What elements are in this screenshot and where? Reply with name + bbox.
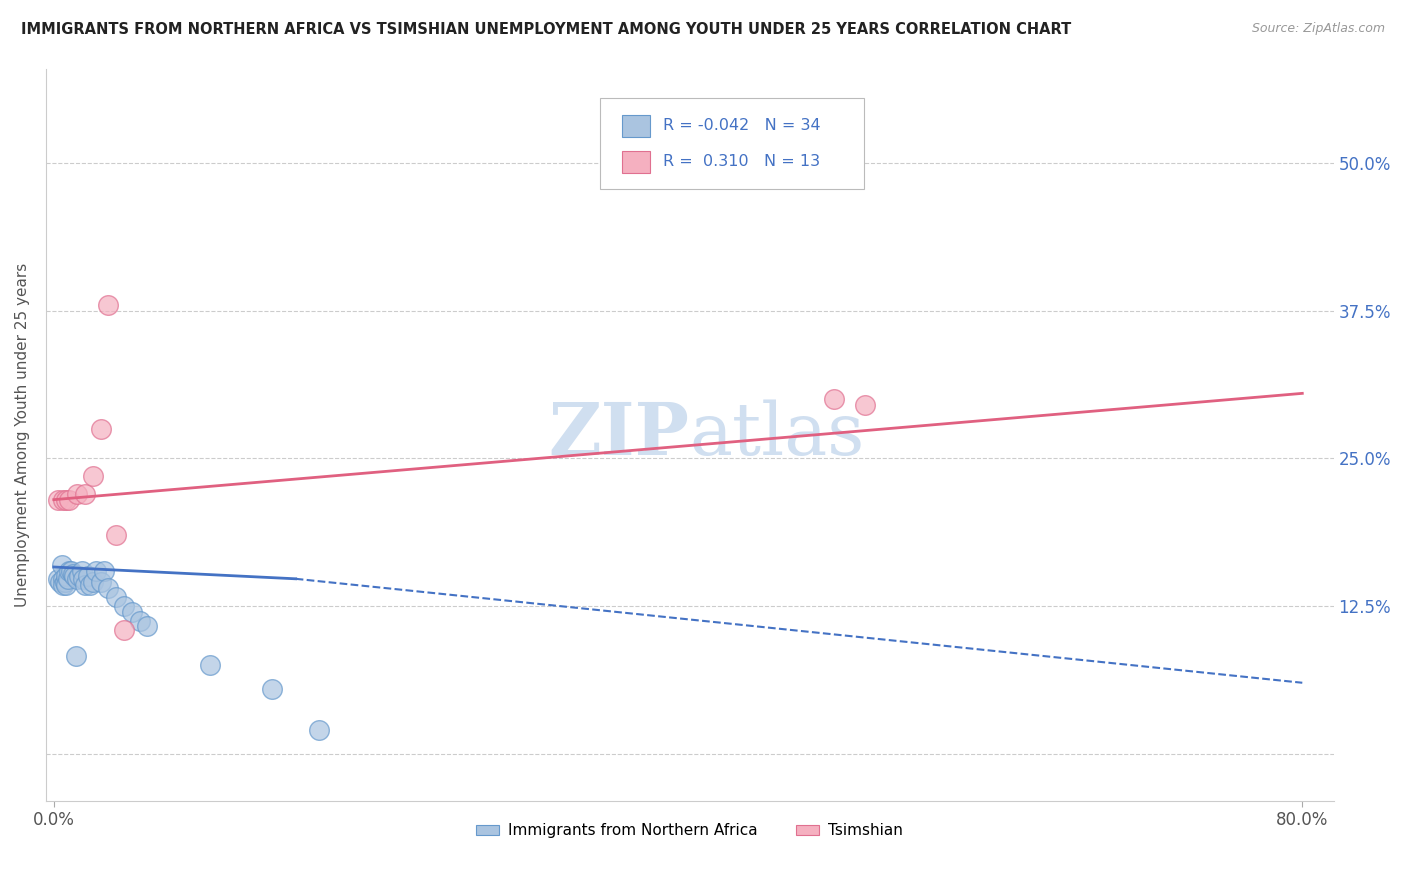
Point xyxy=(55,578,77,592)
Y-axis label: Unemployment Among Youth under 25 years: Unemployment Among Youth under 25 years xyxy=(15,262,30,607)
Point xyxy=(52,572,75,586)
Point xyxy=(853,398,876,412)
Point xyxy=(67,569,90,583)
Point xyxy=(823,392,845,407)
Point xyxy=(90,422,112,436)
Point xyxy=(70,564,93,578)
Point xyxy=(308,723,330,737)
Point xyxy=(53,575,76,590)
Point xyxy=(105,528,128,542)
Point xyxy=(82,575,104,590)
Text: R = -0.042   N = 34: R = -0.042 N = 34 xyxy=(662,118,820,133)
Point xyxy=(65,648,87,663)
Point xyxy=(73,578,96,592)
Point xyxy=(59,564,82,578)
Text: ZIP: ZIP xyxy=(548,400,690,470)
Text: R =  0.310   N = 13: R = 0.310 N = 13 xyxy=(662,154,820,169)
Point xyxy=(262,681,284,696)
Legend: Immigrants from Northern Africa, Tsimshian: Immigrants from Northern Africa, Tsimshi… xyxy=(470,817,910,845)
Point xyxy=(63,569,86,583)
Point xyxy=(49,575,72,590)
Point xyxy=(90,575,112,590)
Point xyxy=(128,615,150,629)
Point xyxy=(198,658,221,673)
Point xyxy=(58,492,80,507)
FancyBboxPatch shape xyxy=(621,151,650,172)
Point xyxy=(97,581,120,595)
Point xyxy=(66,572,89,586)
Point xyxy=(51,558,73,572)
Point xyxy=(79,578,101,592)
Point xyxy=(97,298,120,312)
Text: atlas: atlas xyxy=(690,400,865,470)
Point xyxy=(55,569,77,583)
Point xyxy=(55,492,77,507)
Point xyxy=(48,572,70,586)
Point xyxy=(58,564,80,578)
Point xyxy=(82,469,104,483)
Point xyxy=(112,623,135,637)
Text: IMMIGRANTS FROM NORTHERN AFRICA VS TSIMSHIAN UNEMPLOYMENT AMONG YOUTH UNDER 25 Y: IMMIGRANTS FROM NORTHERN AFRICA VS TSIMS… xyxy=(21,22,1071,37)
Point xyxy=(93,564,115,578)
Point xyxy=(77,569,100,583)
Point xyxy=(121,605,143,619)
Point xyxy=(62,567,84,582)
Point xyxy=(136,619,159,633)
Point xyxy=(105,590,128,604)
Point xyxy=(112,599,135,613)
Point xyxy=(72,572,94,586)
Point xyxy=(56,572,79,586)
Text: Source: ZipAtlas.com: Source: ZipAtlas.com xyxy=(1251,22,1385,36)
Point xyxy=(52,492,75,507)
Point xyxy=(48,492,70,507)
FancyBboxPatch shape xyxy=(599,98,863,189)
Point xyxy=(84,564,107,578)
Point xyxy=(52,578,75,592)
FancyBboxPatch shape xyxy=(621,115,650,136)
Point xyxy=(66,487,89,501)
Point xyxy=(73,487,96,501)
